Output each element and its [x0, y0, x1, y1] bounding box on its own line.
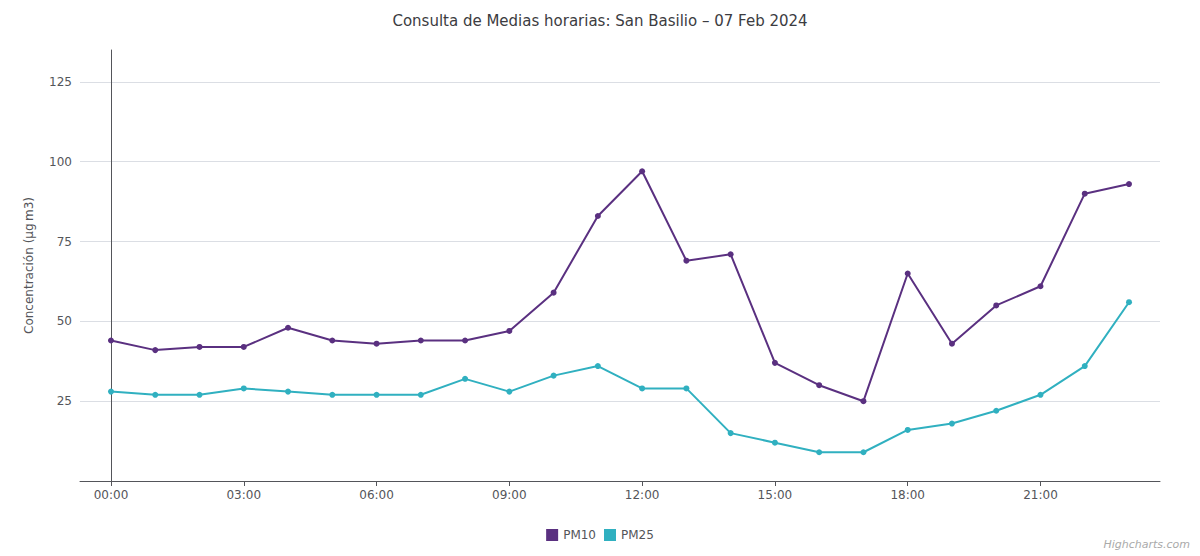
svg-text:Concentración (μg m3): Concentración (μg m3) — [22, 197, 36, 334]
svg-text:25: 25 — [57, 394, 72, 408]
svg-text:100: 100 — [49, 155, 72, 169]
svg-text:50: 50 — [57, 314, 72, 328]
svg-text:00:00: 00:00 — [94, 488, 129, 502]
svg-text:125: 125 — [49, 75, 72, 89]
svg-text:12:00: 12:00 — [625, 488, 660, 502]
svg-text:75: 75 — [57, 235, 72, 249]
svg-text:03:00: 03:00 — [226, 488, 261, 502]
svg-text:PM10: PM10 — [563, 528, 596, 542]
svg-text:PM25: PM25 — [621, 528, 654, 542]
svg-text:18:00: 18:00 — [890, 488, 925, 502]
svg-text:06:00: 06:00 — [359, 488, 394, 502]
svg-text:15:00: 15:00 — [758, 488, 793, 502]
svg-text:21:00: 21:00 — [1023, 488, 1058, 502]
svg-text:Highcharts.com: Highcharts.com — [1103, 538, 1190, 551]
svg-text:09:00: 09:00 — [492, 488, 527, 502]
svg-text:Consulta de Medias horarias: S: Consulta de Medias horarias: San Basilio… — [392, 12, 807, 30]
